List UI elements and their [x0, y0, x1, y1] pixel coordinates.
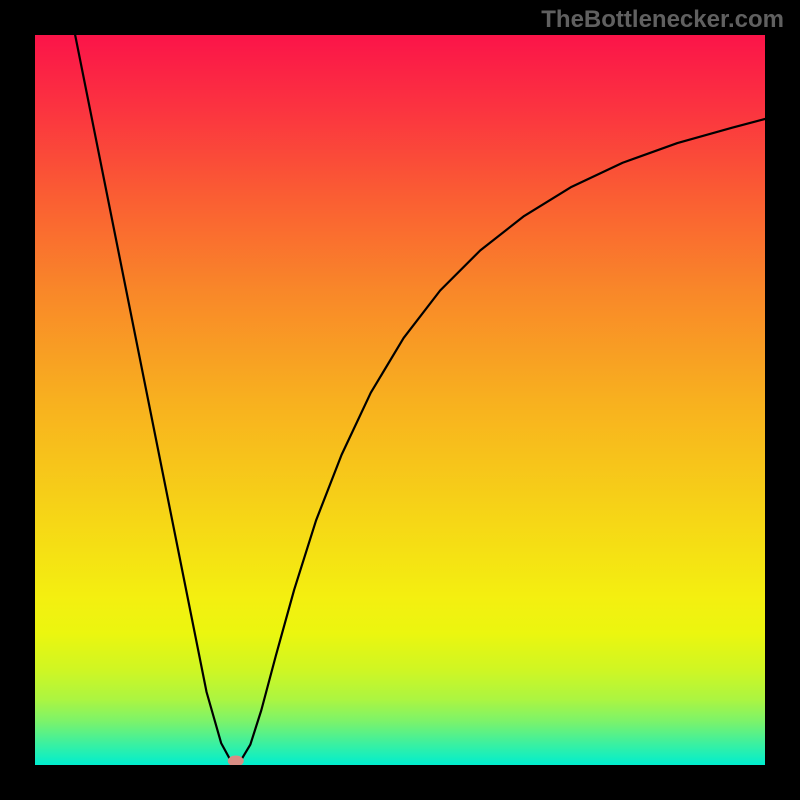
chart-stage: TheBottlenecker.com	[0, 0, 800, 800]
chart-svg	[35, 35, 765, 765]
watermark-text: TheBottlenecker.com	[541, 6, 784, 34]
chart-plot-area	[35, 35, 765, 765]
chart-background	[35, 35, 765, 765]
